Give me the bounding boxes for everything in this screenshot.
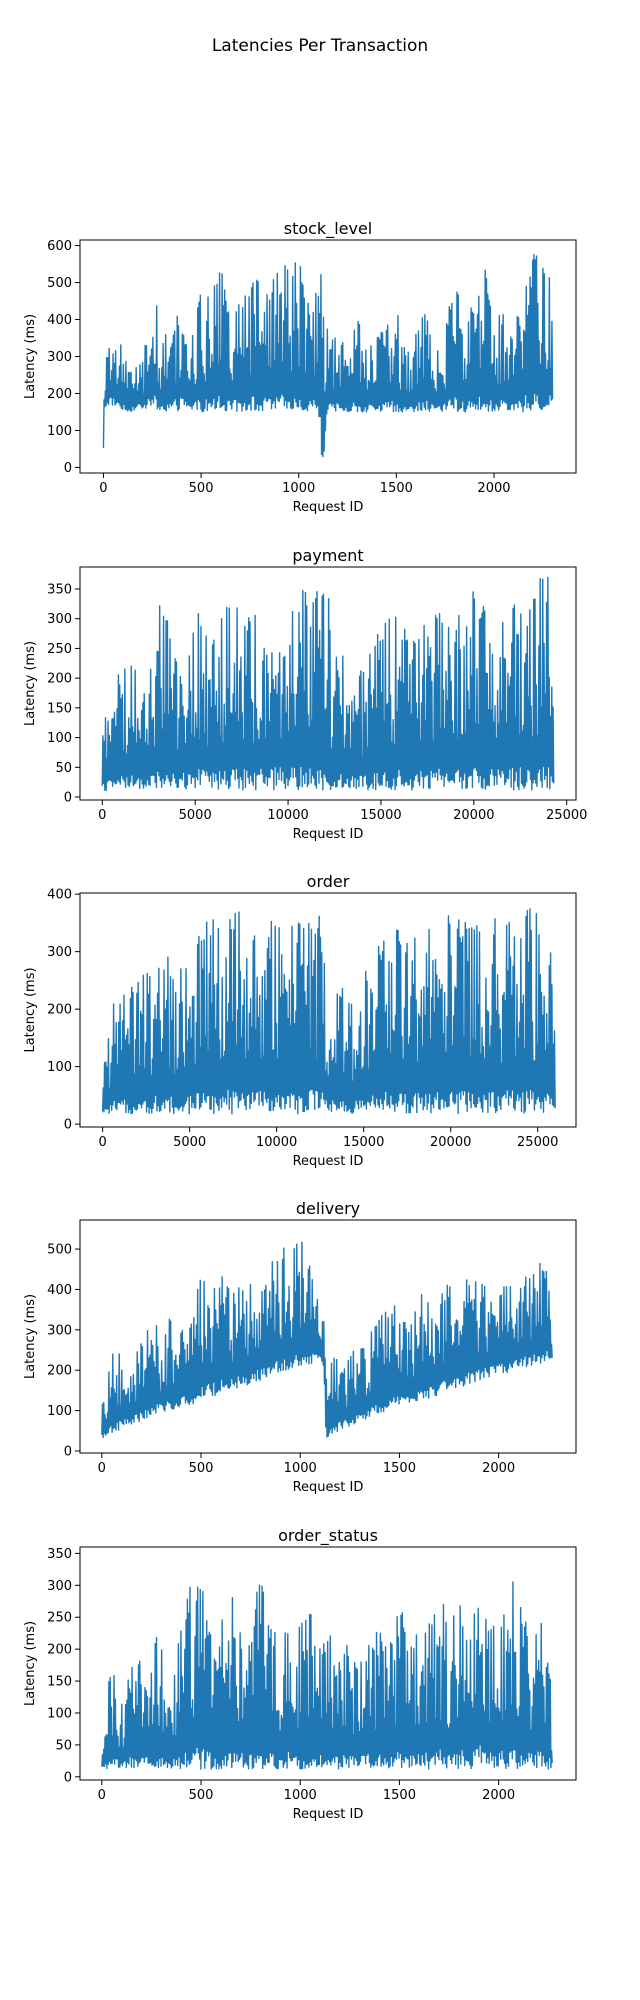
y-tick-label: 150 [47,701,72,716]
x-tick-label: 15000 [343,1135,384,1150]
chart-delivery: 0 500 1000 1500 2000 0 100 200 300 400 500 delivery… [23,1199,577,1495]
x-tick-label: 5000 [173,1135,206,1150]
y-tick-label: 300 [47,612,72,627]
x-tick-label: 1500 [383,1788,416,1803]
x-tick-label: 500 [189,481,214,496]
x-tick-label: 0 [99,481,107,496]
y-axis-label: Latency (ms) [23,967,38,1052]
y-tick-label: 0 [64,1118,72,1133]
chart-order: 0 5000 10000 15000 20000 25000 0 100 200 300 400 or… [23,872,577,1169]
x-tick-label: 0 [98,1135,106,1150]
y-axis-label: Latency (ms) [23,1294,38,1379]
y-tick-label: 300 [47,350,72,365]
x-tick-label: 1500 [380,481,413,496]
y-tick-label: 200 [47,387,72,402]
figure-suptitle: Latencies Per Transaction [211,36,429,56]
axes-frame [79,892,577,1128]
x-axis-label: Request ID [293,827,364,842]
chart-title: payment [292,546,363,565]
y-tick-label: 100 [47,1706,72,1721]
y-tick-label: 350 [47,1547,72,1562]
y-tick-label: 300 [47,1579,72,1594]
y-axis-label: Latency (ms) [23,1621,38,1706]
y-tick-label: 0 [64,791,72,806]
x-tick-label: 10000 [267,808,308,823]
x-tick-label: 500 [189,1788,214,1803]
x-axis-label: Request ID [293,1480,364,1495]
y-tick-label: 100 [47,1404,72,1419]
x-tick-label: 2000 [482,1788,515,1803]
axes-frame [79,1219,577,1454]
x-tick-label: 2000 [477,481,510,496]
x-tick-label: 20000 [453,808,494,823]
series-line [101,1581,553,1770]
y-tick-label: 600 [47,239,72,254]
y-tick-label: 300 [47,1323,72,1338]
y-tick-label: 400 [47,313,72,328]
series-line [102,253,554,458]
y-tick-label: 200 [47,1003,72,1018]
x-tick-label: 1500 [383,1461,416,1476]
y-tick-label: 150 [47,1675,72,1690]
x-tick-label: 0 [98,1788,106,1803]
axes-frame [79,1546,577,1781]
y-tick-label: 50 [55,761,72,776]
chart-stock_level: 0 500 1000 1500 2000 0 100 200 300 400 500 600 stock… [23,219,577,515]
y-axis-label: Latency (ms) [23,314,38,399]
x-tick-label: 2000 [482,1461,515,1476]
y-tick-label: 250 [47,642,72,657]
y-tick-label: 0 [64,1770,72,1785]
x-tick-label: 20000 [430,1135,471,1150]
x-tick-label: 25000 [546,808,587,823]
y-tick-label: 400 [47,888,72,903]
y-tick-label: 200 [47,672,72,687]
y-tick-label: 250 [47,1611,72,1626]
x-axis-label: Request ID [293,500,364,515]
y-tick-label: 400 [47,1283,72,1298]
y-tick-label: 50 [55,1738,72,1753]
y-axis-label: Latency (ms) [23,641,38,726]
y-tick-label: 0 [64,1444,72,1459]
chart-title: order_status [278,1526,378,1546]
y-tick-label: 100 [47,1060,72,1075]
y-tick-label: 500 [47,1243,72,1258]
x-tick-label: 1000 [282,481,315,496]
x-tick-label: 5000 [179,808,212,823]
y-tick-label: 200 [47,1643,72,1658]
chart-order_status: 0 500 1000 1500 2000 0 50 100 150 200 250 300 350 ord… [23,1526,577,1822]
y-tick-label: 0 [64,461,72,476]
x-tick-label: 0 [98,808,106,823]
x-axis-label: Request ID [293,1807,364,1822]
x-tick-label: 0 [98,1461,106,1476]
chart-title: stock_level [284,219,373,239]
x-tick-label: 1000 [284,1788,317,1803]
y-tick-label: 300 [47,945,72,960]
x-tick-label: 500 [189,1461,214,1476]
axes-frame [79,566,577,801]
chart-title: delivery [296,1199,360,1218]
x-tick-label: 10000 [256,1135,297,1150]
x-axis-label: Request ID [293,1154,364,1169]
series-line [101,1241,553,1439]
y-tick-label: 200 [47,1364,72,1379]
chart-title: order [307,872,350,891]
series-line [101,576,555,791]
x-tick-label: 15000 [360,808,401,823]
chart-payment: 0 5000 10000 15000 20000 25000 0 50 100 150 200 250… [23,546,587,842]
y-tick-label: 500 [47,276,72,291]
x-tick-label: 1000 [284,1461,317,1476]
x-tick-label: 25000 [517,1135,558,1150]
y-tick-label: 100 [47,731,72,746]
y-tick-label: 100 [47,424,72,439]
y-tick-label: 350 [47,582,72,597]
series-line [101,908,556,1115]
